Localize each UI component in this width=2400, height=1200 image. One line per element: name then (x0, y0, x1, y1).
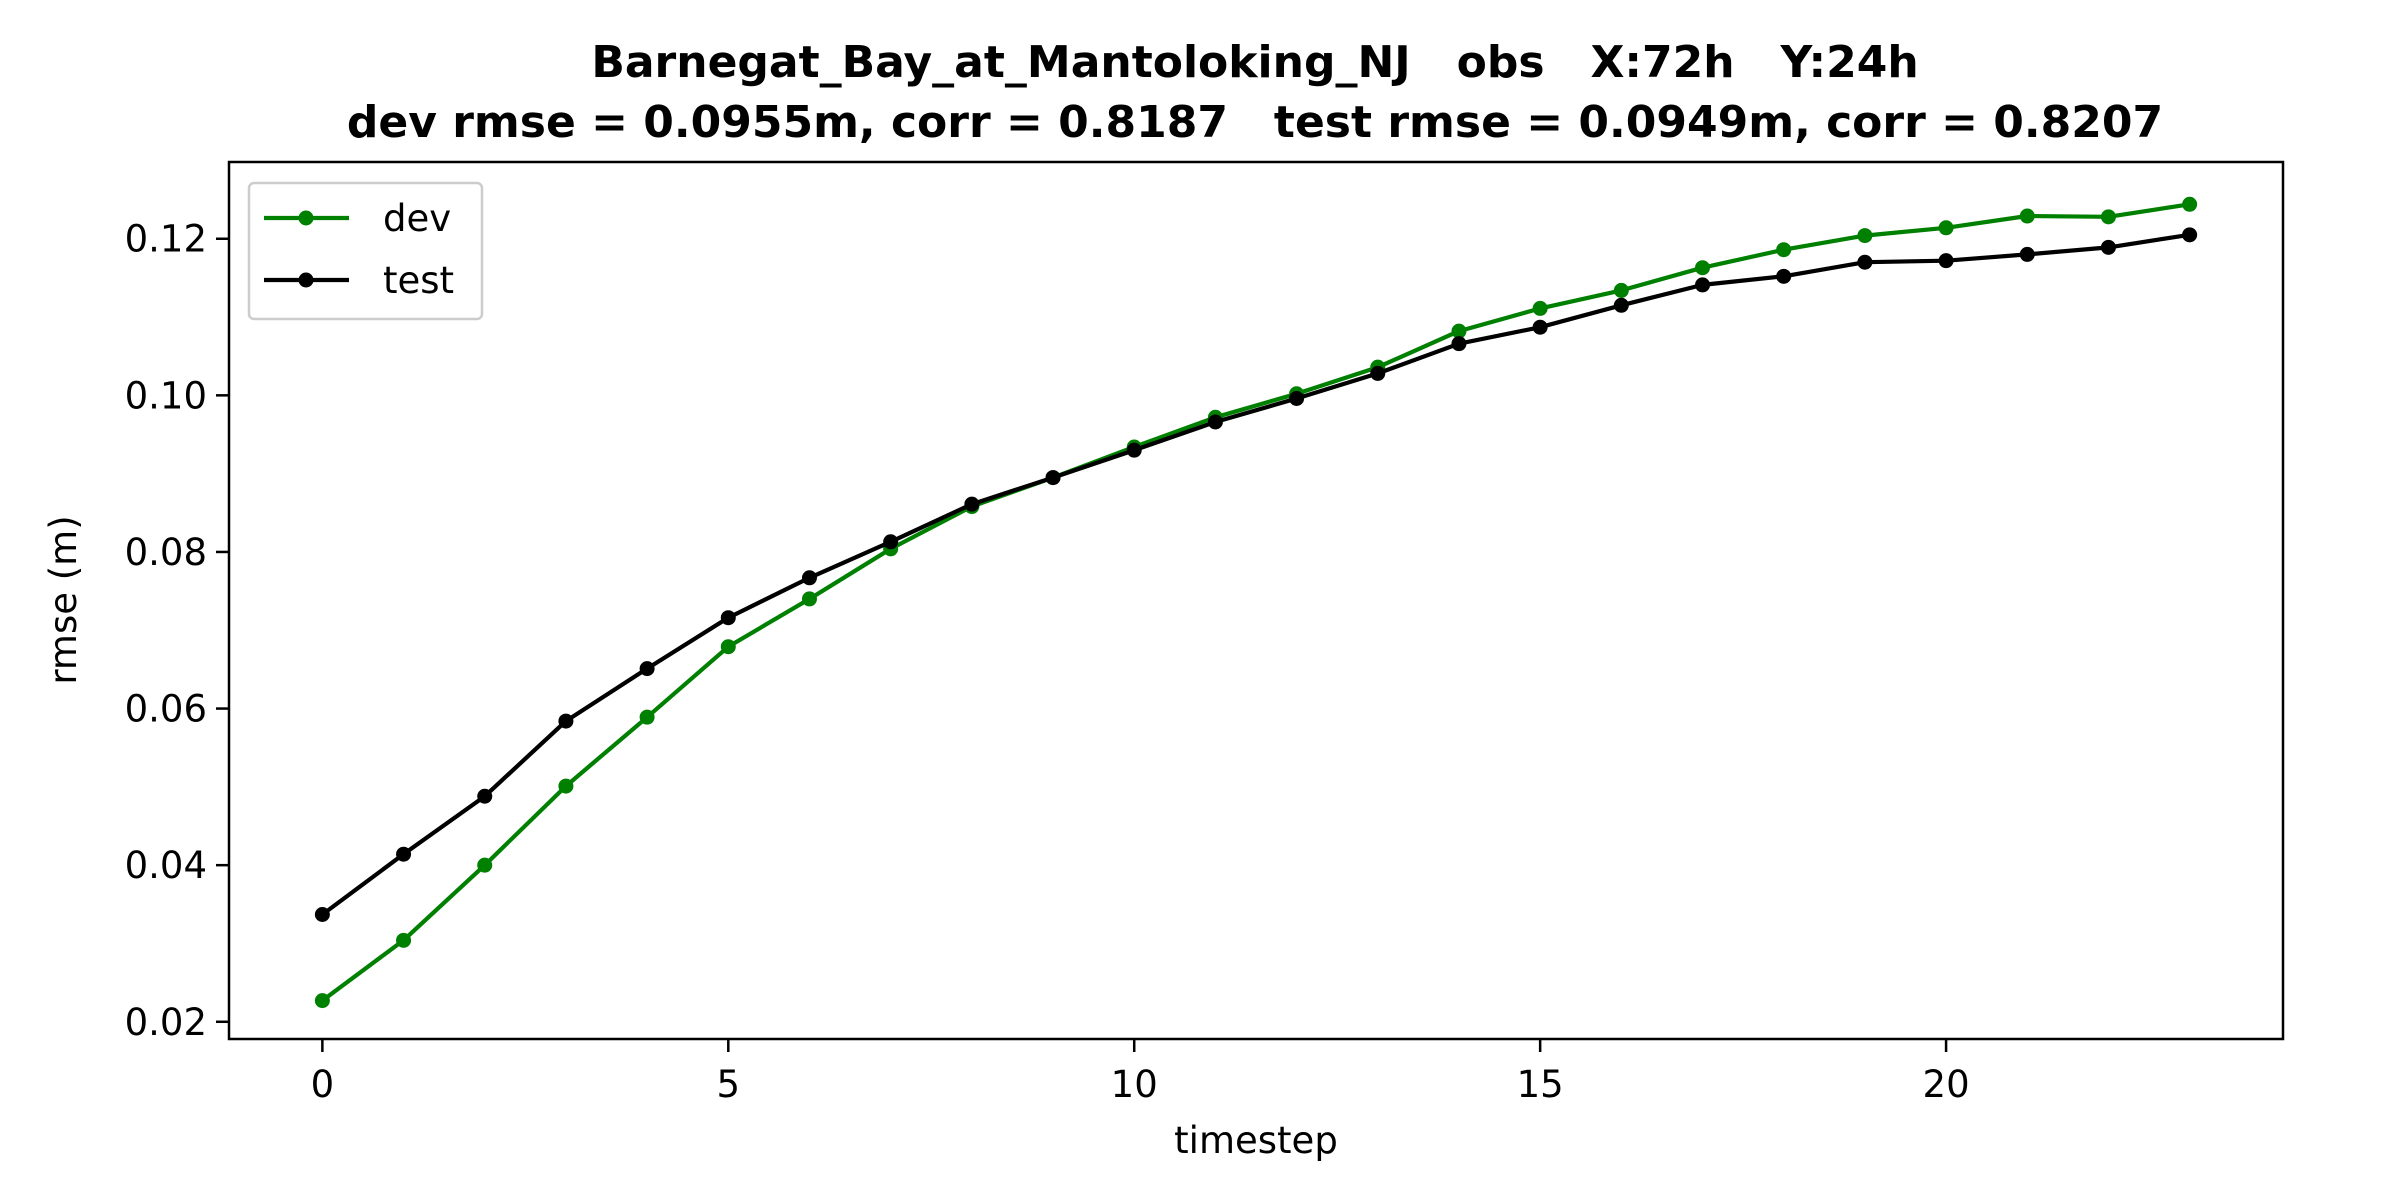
series-dev-point (720, 639, 736, 655)
series-dev-point (2019, 208, 2035, 224)
x-tick-label: 15 (1517, 1063, 1564, 1106)
series-test-point (1532, 319, 1548, 335)
y-tick-label: 0.02 (125, 1001, 207, 1044)
series-dev-point (1857, 228, 1873, 244)
legend-marker-dev (298, 210, 314, 226)
series-dev-point (1776, 242, 1792, 258)
plot-frame (227, 160, 2285, 1041)
series-test-point (1289, 390, 1305, 406)
series-dev-point (1451, 323, 1467, 339)
series-dev-point (2182, 196, 2198, 212)
series-test-point (801, 570, 817, 586)
series-dev-point (1532, 300, 1548, 316)
series-dev-point (1695, 260, 1711, 276)
y-tick-label: 0.08 (125, 531, 207, 574)
x-tick-label: 20 (1923, 1063, 1970, 1106)
series-test-point (2100, 239, 2116, 255)
x-tick-label: 5 (717, 1063, 741, 1106)
y-axis-label: rmse (m) (42, 515, 85, 684)
series-dev-point (2100, 209, 2116, 225)
legend: dev test (247, 181, 484, 321)
series-test-point (314, 906, 330, 922)
series-dev-point (396, 932, 412, 948)
series-test-point (1207, 414, 1223, 430)
series-test-point (1857, 254, 1873, 270)
series-test-point (1695, 277, 1711, 293)
series-dev-point (639, 709, 655, 725)
series-test-point (558, 713, 574, 729)
y-tick-label: 0.06 (125, 688, 207, 731)
chart-subtitle: dev rmse = 0.0955m, corr = 0.8187 test r… (347, 97, 2163, 148)
series-test-point (2182, 227, 2198, 243)
series-dev-point (558, 778, 574, 794)
series-dev-point (314, 993, 330, 1009)
series-dev-point (1613, 282, 1629, 298)
series-test-point (1370, 365, 1386, 381)
series-layer (314, 196, 2198, 1009)
series-dev-point (1938, 220, 1954, 236)
series-test-point (639, 661, 655, 677)
series-test (314, 227, 2198, 922)
series-dev (314, 196, 2198, 1009)
series-dev-point (477, 857, 493, 873)
y-axis-ticks: 0.02 0.04 0.06 0.08 0.10 0.12 (125, 218, 229, 1044)
y-tick-label: 0.04 (125, 844, 207, 887)
series-test-point (396, 846, 412, 862)
series-test-point (1451, 336, 1467, 352)
legend-marker-test (298, 272, 314, 288)
series-test-point (1938, 253, 1954, 269)
chart-title: Barnegat_Bay_at_Mantoloking_NJ obs X:72h… (591, 37, 1918, 88)
series-test-point (1045, 470, 1061, 486)
series-test-point (1613, 297, 1629, 313)
series-test-point (477, 788, 493, 804)
y-tick-label: 0.10 (125, 374, 207, 417)
y-tick-label: 0.12 (125, 218, 207, 261)
series-test-line (321, 232, 2190, 917)
x-tick-label: 10 (1111, 1063, 1158, 1106)
series-test-point (1776, 268, 1792, 284)
x-axis-label: timestep (1174, 1119, 1338, 1162)
x-axis-ticks: 0 5 10 15 20 (311, 1039, 1970, 1106)
series-test-point (2019, 246, 2035, 262)
series-test-point (964, 496, 980, 512)
series-test-point (1126, 442, 1142, 458)
legend-label-dev: dev (383, 197, 451, 240)
series-test-point (720, 610, 736, 626)
series-test-point (883, 534, 899, 550)
series-dev-line (321, 202, 2190, 1003)
plot-area (229, 162, 2283, 1039)
legend-label-test: test (383, 259, 454, 302)
series-dev-point (801, 591, 817, 607)
x-tick-label: 0 (311, 1063, 335, 1106)
